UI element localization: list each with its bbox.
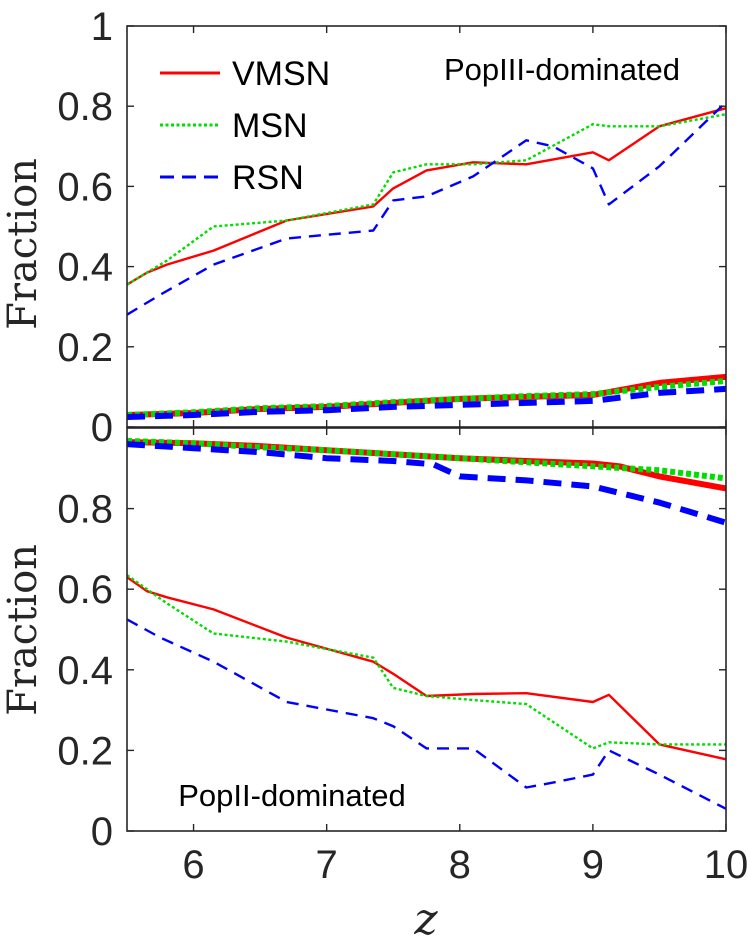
series-line-vmsn	[126, 107, 727, 286]
series-line-rsn-thick	[126, 385, 727, 420]
x-axis-label: z	[413, 894, 438, 945]
legend-label-rsn: RSN	[232, 159, 304, 197]
series-line-msn	[126, 574, 726, 750]
y-tick-label: 0.6	[57, 165, 113, 209]
bottom-plot-lines	[126, 437, 727, 810]
series-line-rsn-thick	[126, 441, 727, 526]
bottom-panel-annotation: PopII-dominated	[178, 778, 405, 813]
series-line-msn-thick	[126, 377, 727, 418]
legend-label-vmsn: VMSN	[232, 55, 330, 93]
series-line-vmsn	[126, 576, 727, 761]
y-tick-label: 0.4	[57, 649, 113, 693]
top-plot-lines	[126, 101, 727, 420]
series-line-rsn	[126, 618, 727, 810]
top-y-axis-label: Fraction	[0, 158, 46, 330]
x-tick-label: 9	[582, 843, 604, 887]
y-tick-label: 0.2	[57, 326, 113, 370]
series-line-msn	[126, 113, 727, 286]
y-tick-label: 0.8	[57, 488, 113, 532]
series-line-msn-thick	[126, 437, 727, 482]
series-line-rsn	[126, 101, 727, 316]
x-tick-label: 6	[182, 843, 204, 887]
x-tick-label: 7	[316, 843, 338, 887]
legend: VMSN MSN RSN	[160, 55, 330, 197]
y-tick-label: 0.6	[57, 568, 113, 612]
bottom-axes-box	[126, 427, 727, 832]
x-tick-label: 10	[704, 843, 747, 887]
top-panel-annotation: PopIII-dominated	[444, 52, 680, 87]
y-tick-label: 0.8	[57, 85, 113, 129]
y-tick-label: 0.4	[57, 246, 113, 290]
y-tick-label: 0	[91, 810, 113, 854]
y-tick-label: 0.2	[57, 729, 113, 773]
bottom-y-axis-label: Fraction	[0, 544, 46, 716]
x-tick-label: 8	[449, 843, 471, 887]
top-ticks: 0 0.2 0.4 0.6 0.8 1	[57, 5, 727, 450]
top-axes-box	[126, 25, 727, 428]
legend-label-msn: MSN	[232, 107, 308, 145]
y-tick-label: 1	[91, 5, 113, 49]
y-tick-label: 0	[91, 406, 113, 450]
top-panel: 0 0.2 0.4 0.6 0.8 1 PopIII-dominated VMSN MSN R…	[0, 5, 727, 450]
bottom-panel: 6 7 8 9 10 0 0.2 0.4 0.6 0.8 PopII-dominated Frac…	[0, 427, 747, 945]
bottom-ticks: 6 7 8 9 10 0 0.2 0.4 0.6 0.8	[57, 428, 747, 887]
